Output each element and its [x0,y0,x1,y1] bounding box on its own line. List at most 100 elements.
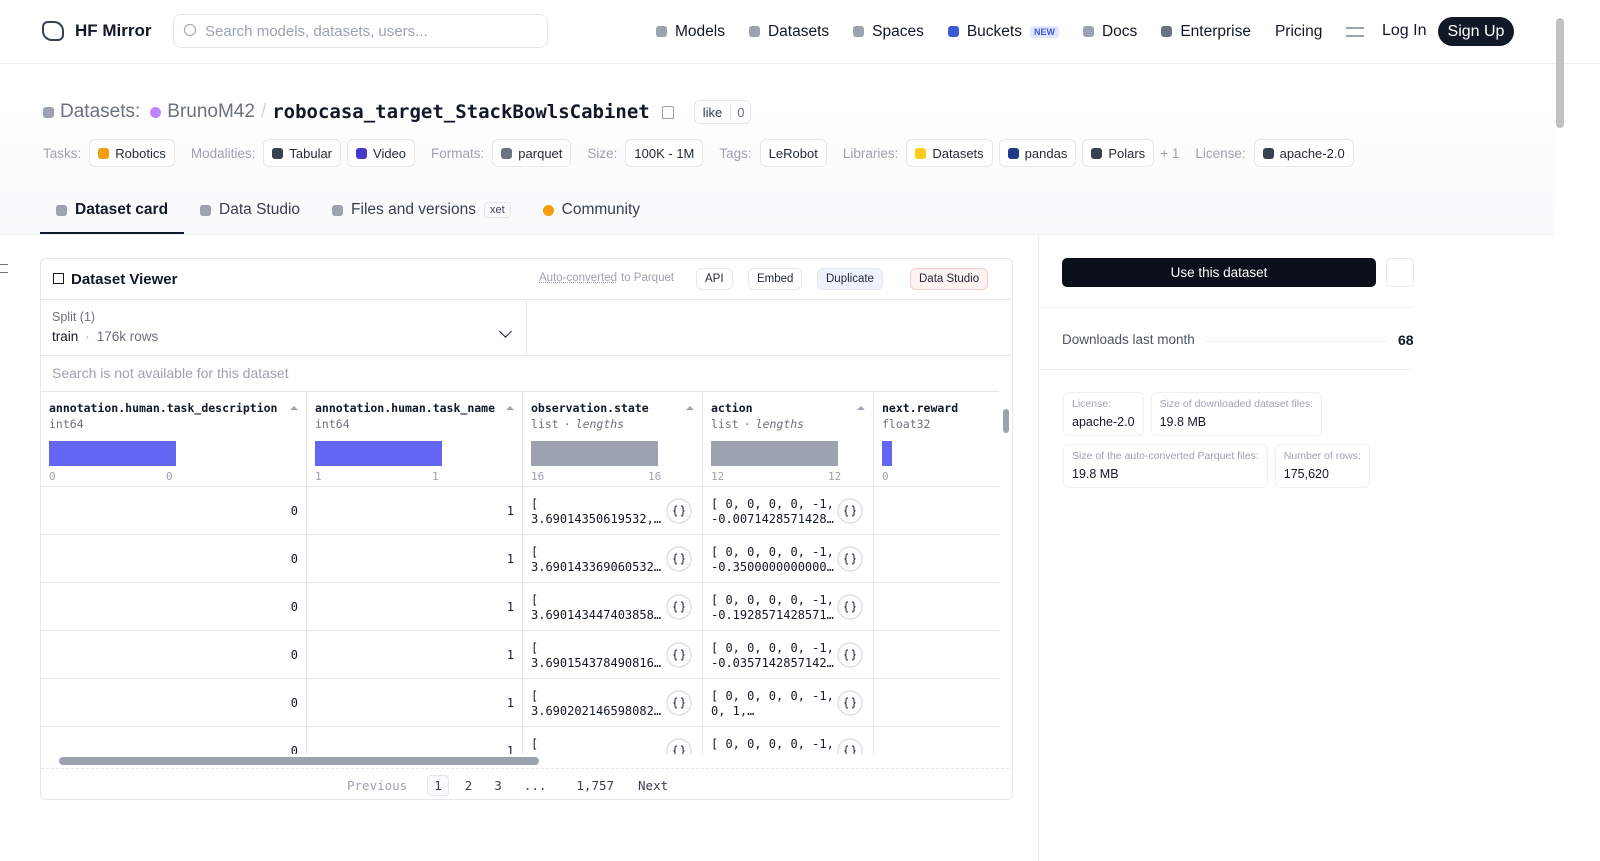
table-cell: 1 [307,535,523,583]
sort-icon[interactable] [686,402,694,410]
nav-link[interactable]: Datasets [748,23,829,41]
sort-icon[interactable] [857,402,865,410]
expand-button[interactable] [837,546,863,572]
page-link[interactable]: 3 [494,777,502,793]
expand-button[interactable] [666,690,692,716]
viewer-button[interactable]: Duplicate [817,268,883,290]
column-header[interactable]: action list · lengths 12 12 [703,392,874,487]
dataset-name[interactable]: robocasa_target_StackBowlsCabinet [272,101,650,123]
tag-chip[interactable]: 100K - 1M [625,139,704,167]
icon [98,147,110,159]
histogram-bar [711,441,838,466]
prev-page[interactable]: Previous [347,777,408,793]
expand-button[interactable] [837,498,863,524]
info-card-value: apache-2.0 [1072,415,1135,429]
cell-line: [ 0, 0, 0, 0, -1, [711,689,834,703]
tag-group-label: License: [1195,145,1246,161]
type-note: lengths [575,417,625,431]
expand-button[interactable] [666,642,692,668]
nav-link-text: Docs [1101,22,1138,40]
viewer-button[interactable]: Embed [748,268,803,290]
expand-button[interactable] [837,594,863,620]
hist-max: 1 [432,470,439,483]
tag-more[interactable]: + 1 [1160,145,1180,161]
tag-group-label: Tags: [719,145,752,161]
cell-line: [ [531,545,539,559]
viewer-button[interactable]: API [696,268,733,290]
column-header[interactable]: annotation.human.task_description int64 0 0 [41,392,307,487]
column-header[interactable]: annotation.human.task_name int64 1 1 [307,392,523,487]
signup[interactable]: Sign Up [1438,17,1514,46]
sidebar-toggle[interactable] [0,264,8,273]
page-link[interactable]: 2 [464,777,473,793]
column-header[interactable]: next.reward float32 0 [874,392,999,487]
tab[interactable]: Dataset card [40,188,185,234]
expand-button[interactable] [666,498,692,524]
cell-line: [ 0, 0, 0, 0, -1, [711,737,834,751]
tag-chip[interactable]: apache-2.0 [1253,139,1354,167]
grid-icon [53,273,64,284]
expand-button[interactable] [666,738,692,754]
cell-line: -0.0357142857142… [711,656,834,670]
viewer-title: Dataset Viewer [71,271,178,288]
tag-chip[interactable]: parquet [492,139,572,167]
new-badge: NEW [1029,25,1059,38]
nav-menu[interactable] [1346,26,1365,37]
cell-number: 1 [506,696,514,710]
cell-number: 1 [506,504,514,518]
tag-chip[interactable]: Robotics [89,139,175,167]
tag-chip[interactable]: Datasets [906,139,993,167]
nav-link[interactable]: Enterprise [1161,23,1251,41]
tag-chip[interactable]: LeRobot [759,139,827,167]
expand-button[interactable] [837,690,863,716]
cell-line: 0, 1,… [711,704,755,718]
split-select[interactable]: train · 176k rows [52,329,158,344]
expand-button[interactable] [666,594,692,620]
tag-chip[interactable]: Polars [1082,139,1155,167]
like-button[interactable]: like 0 [693,100,752,124]
expand-button[interactable] [837,642,863,668]
use-dataset-button[interactable]: Use this dataset [1062,258,1376,287]
chevron[interactable] [499,325,512,338]
icon [332,204,344,216]
search-box[interactable]: Search models, datasets, users... [173,14,548,48]
brand-name[interactable]: HF Mirror [75,21,152,40]
owner[interactable]: BrunoM42 [167,101,255,122]
table-cell: [3.690143369060532… [523,535,703,583]
auto-converted-link[interactable]: Auto-converted [539,272,617,284]
table-cell: 1 [307,487,523,535]
table-cell: 1 [307,631,523,679]
page-link[interactable]: ... [523,777,547,793]
copy-icon[interactable] [661,105,674,119]
tab[interactable]: Files and versions xet [316,188,527,232]
tag-text: apache-2.0 [1279,145,1345,161]
login[interactable]: Log In [1382,22,1427,39]
tab[interactable]: Data Studio [184,188,316,232]
tag-chip[interactable]: pandas [998,139,1077,167]
nav-link[interactable]: Models [656,23,725,41]
column-type: float32 [882,417,930,431]
sort-icon[interactable] [290,402,298,410]
tag-chip[interactable]: Video [347,139,416,167]
cell-number: 1 [506,600,514,614]
sort-icon[interactable] [506,402,514,410]
nav-link[interactable]: Docs [1082,22,1138,41]
expand-button[interactable] [837,738,863,754]
icon [200,204,212,216]
nav-link[interactable]: Pricing [1275,23,1322,41]
next-page[interactable]: Next [638,777,669,793]
table-cell: [ 0, 0, 0, 0, -1, [703,727,874,754]
column-header[interactable]: observation.state list · lengths 16 16 [523,392,703,487]
nav-link[interactable]: Buckets NEW [947,23,1059,41]
viewer-button[interactable]: Data Studio [910,268,989,290]
tab[interactable]: Community [527,188,656,232]
tab-label: Dataset card [75,201,169,218]
use-dataset-label: Use this dataset [1170,265,1268,280]
tag-chip[interactable]: Tabular [263,139,342,167]
more-button[interactable] [1386,258,1414,287]
sidebar-sep [1040,307,1414,308]
expand-button[interactable] [666,546,692,572]
page-link[interactable]: 1 [427,774,449,796]
page-link[interactable]: 1,757 [576,777,615,793]
nav-link[interactable]: Spaces [853,23,924,41]
